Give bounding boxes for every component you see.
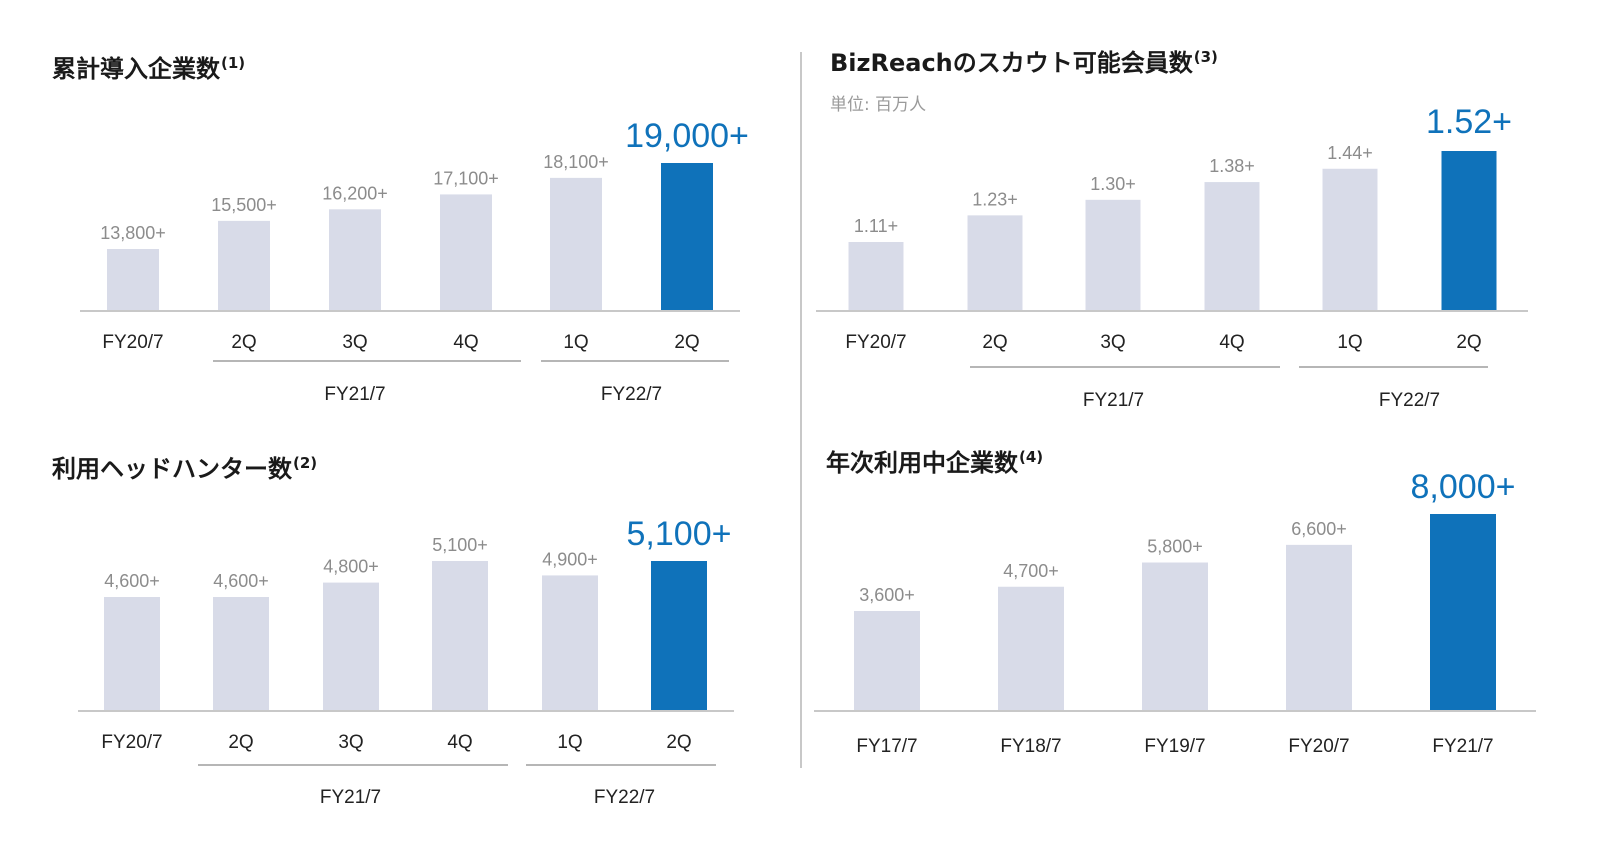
data-label: 5,100+ bbox=[432, 535, 488, 555]
bar-chart-scoutable-members: 1.11+ 1.23+ 1.30+ 1.38+ 1.44+ 1.52+ FY20/7 2Q 3Q… bbox=[816, 103, 1528, 411]
footnote-marker: (4) bbox=[1019, 448, 1044, 466]
bar bbox=[218, 220, 270, 311]
x-tick-label: FY20/7 bbox=[1288, 736, 1349, 757]
bar bbox=[323, 582, 379, 711]
chart-panel-headhunters: 利用ヘッドハンター数(2) 4,600+ 4,600+ 4,800+ 5,100+ 4,… bbox=[0, 420, 780, 847]
footnote-marker: (3) bbox=[1193, 48, 1218, 66]
bar-chart-annual-active-companies: 3,600+ 4,700+ 5,800+ 6,600+ 8,000+ FY17/7 FY18… bbox=[814, 468, 1536, 757]
bar bbox=[848, 242, 904, 311]
x-tick-label: 4Q bbox=[453, 332, 478, 353]
bar bbox=[542, 575, 598, 711]
data-label: 1.52+ bbox=[1426, 103, 1512, 141]
bar bbox=[107, 249, 159, 311]
data-label: 17,100+ bbox=[433, 168, 499, 188]
group-label: FY21/7 bbox=[1083, 390, 1144, 411]
x-tick-label: 4Q bbox=[1219, 332, 1244, 353]
group-label: FY21/7 bbox=[320, 787, 381, 808]
x-tick-label: 2Q bbox=[228, 732, 253, 753]
x-tick-label: FY19/7 bbox=[1144, 736, 1205, 757]
data-label: 1.38+ bbox=[1209, 156, 1255, 176]
footnote-marker: (1) bbox=[221, 54, 246, 72]
data-label: 1.44+ bbox=[1327, 143, 1373, 163]
x-tick-label: 4Q bbox=[447, 732, 472, 753]
x-tick-label: FY20/7 bbox=[845, 332, 906, 353]
group-label: FY22/7 bbox=[1379, 390, 1440, 411]
group-label: FY22/7 bbox=[601, 384, 662, 405]
group-label: FY22/7 bbox=[594, 787, 655, 808]
bar bbox=[854, 611, 920, 711]
chart-title: BizReachのスカウト可能会員数(3) bbox=[830, 48, 1218, 77]
bar bbox=[651, 561, 707, 711]
data-label: 8,000+ bbox=[1411, 468, 1516, 506]
data-label: 1.23+ bbox=[972, 189, 1018, 209]
data-label: 18,100+ bbox=[543, 152, 609, 172]
data-label: 5,800+ bbox=[1147, 537, 1203, 557]
x-tick-label: FY18/7 bbox=[1000, 736, 1061, 757]
bar bbox=[1085, 199, 1141, 311]
bar bbox=[104, 597, 160, 711]
x-tick-label: 1Q bbox=[563, 332, 588, 353]
chart-title: 年次利用中企業数(4) bbox=[826, 448, 1044, 477]
bar bbox=[432, 561, 488, 711]
x-tick-label: 1Q bbox=[557, 732, 582, 753]
x-tick-label: 2Q bbox=[231, 332, 256, 353]
group-label: FY21/7 bbox=[324, 384, 385, 405]
x-tick-label: FY20/7 bbox=[102, 332, 163, 353]
bar bbox=[550, 177, 602, 311]
data-label: 13,800+ bbox=[100, 223, 166, 243]
x-tick-label: 2Q bbox=[982, 332, 1007, 353]
chart-panel-annual-active-companies: 年次利用中企業数(4) 3,600+ 4,700+ 5,800+ 6,600+ 8,00… bbox=[800, 420, 1600, 847]
x-tick-label: FY17/7 bbox=[856, 736, 917, 757]
x-tick-label: FY21/7 bbox=[1432, 736, 1493, 757]
x-tick-label: 2Q bbox=[1456, 332, 1481, 353]
data-label: 4,900+ bbox=[542, 549, 598, 569]
data-label: 6,600+ bbox=[1291, 519, 1347, 539]
x-tick-label: 3Q bbox=[1100, 332, 1125, 353]
x-tick-label: 2Q bbox=[674, 332, 699, 353]
panel-divider bbox=[800, 52, 802, 768]
chart-panel-cumulative-companies: 累計導入企業数(1) 13,800+ 15,500+ 16,200+ 17,100+ 1… bbox=[0, 0, 780, 420]
unit-label: 単位: 百万人 bbox=[830, 95, 927, 115]
x-tick-label: 2Q bbox=[666, 732, 691, 753]
data-label: 3,600+ bbox=[859, 585, 915, 605]
data-label: 16,200+ bbox=[322, 183, 388, 203]
chart-title: 累計導入企業数(1) bbox=[52, 54, 246, 83]
x-tick-label: FY20/7 bbox=[101, 732, 162, 753]
bar bbox=[967, 215, 1023, 311]
x-tick-label: 3Q bbox=[342, 332, 367, 353]
data-label: 1.11+ bbox=[854, 216, 898, 236]
bar-chart-headhunters: 4,600+ 4,600+ 4,800+ 5,100+ 4,900+ 5,100+ FY20… bbox=[78, 515, 734, 808]
bar bbox=[661, 163, 713, 311]
x-tick-label: 1Q bbox=[1337, 332, 1362, 353]
data-label: 1.30+ bbox=[1090, 174, 1136, 194]
data-label: 5,100+ bbox=[627, 515, 732, 553]
data-label: 15,500+ bbox=[211, 195, 277, 215]
data-label: 19,000+ bbox=[625, 117, 749, 155]
data-label: 4,600+ bbox=[213, 571, 269, 591]
data-label: 4,600+ bbox=[104, 571, 160, 591]
bar bbox=[998, 586, 1064, 711]
bar bbox=[1286, 544, 1352, 711]
chart-panel-scoutable-members: BizReachのスカウト可能会員数(3) 単位: 百万人 1.11+ 1.23+… bbox=[800, 0, 1600, 420]
bar bbox=[213, 597, 269, 711]
data-label: 4,700+ bbox=[1003, 561, 1059, 581]
bar bbox=[1204, 182, 1260, 311]
bar bbox=[1322, 168, 1378, 311]
bar bbox=[440, 194, 492, 311]
data-label: 4,800+ bbox=[323, 557, 379, 577]
chart-title: 利用ヘッドハンター数(2) bbox=[52, 454, 318, 483]
bar-chart-cumulative-companies: 13,800+ 15,500+ 16,200+ 17,100+ 18,100+ 19,00… bbox=[80, 117, 749, 405]
footnote-marker: (2) bbox=[293, 454, 318, 472]
bar bbox=[1441, 151, 1497, 311]
bar bbox=[1142, 562, 1208, 711]
bar bbox=[1430, 514, 1496, 711]
x-tick-label: 3Q bbox=[338, 732, 363, 753]
bar bbox=[329, 209, 381, 311]
